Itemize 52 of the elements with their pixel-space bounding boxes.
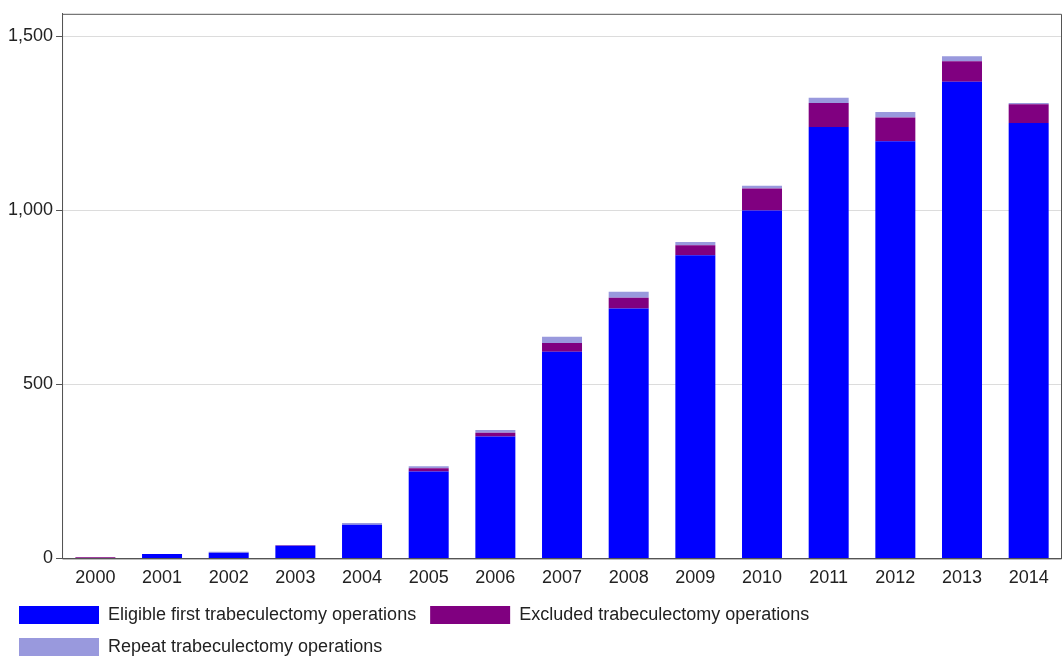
x-tick-label: 2013 [941, 567, 983, 588]
y-tick-label: 1,000 [8, 199, 54, 220]
bar [675, 245, 716, 256]
bar [675, 255, 716, 558]
bar [875, 141, 916, 558]
x-tick-label: 2001 [142, 567, 183, 588]
x-tick-label: 2004 [342, 567, 383, 588]
y-tick-label: 0 [43, 547, 54, 568]
x-tick-label: 2008 [608, 567, 649, 588]
bar [475, 436, 516, 558]
bar [942, 61, 982, 82]
bar [808, 126, 849, 558]
bar [542, 343, 583, 352]
y-tick-label: 500 [23, 373, 54, 394]
bar [675, 242, 716, 246]
bar [142, 553, 183, 558]
bar [475, 432, 516, 437]
bar [875, 117, 916, 142]
bar [542, 336, 583, 343]
bar [942, 56, 982, 62]
y-tick-label: 1,500 [8, 25, 54, 46]
bar [742, 188, 783, 211]
x-tick-label: 2010 [741, 567, 783, 588]
bar [475, 429, 516, 433]
x-tick-label: 2000 [75, 567, 116, 588]
bar [808, 97, 849, 103]
bar [608, 297, 649, 309]
x-tick-label: 2003 [275, 567, 316, 588]
x-tick-label: 2011 [809, 567, 849, 588]
bar [742, 210, 783, 558]
x-tick-label: 2009 [675, 567, 716, 588]
bar [808, 102, 849, 127]
legend-label: Repeat trabeculectomy operations [108, 635, 383, 656]
bar [408, 471, 449, 558]
legend-label: Eligible first trabeculectomy operations [108, 603, 417, 624]
x-tick-label: 2005 [408, 567, 449, 588]
x-tick-label: 2007 [542, 567, 583, 588]
bar [942, 81, 982, 558]
bar [875, 111, 916, 118]
bar [608, 308, 649, 558]
bar [1008, 104, 1049, 124]
legend-label: Excluded trabeculectomy operations [519, 603, 810, 624]
x-tick-label: 2014 [1008, 567, 1049, 588]
bar [1008, 123, 1049, 558]
bar [275, 545, 316, 558]
bar [342, 524, 383, 558]
x-tick-label: 2006 [475, 567, 516, 588]
bar [608, 291, 649, 298]
x-tick-label: 2002 [208, 567, 249, 588]
bar [208, 552, 249, 558]
x-tick-label: 2012 [875, 567, 916, 588]
bar [542, 351, 583, 558]
